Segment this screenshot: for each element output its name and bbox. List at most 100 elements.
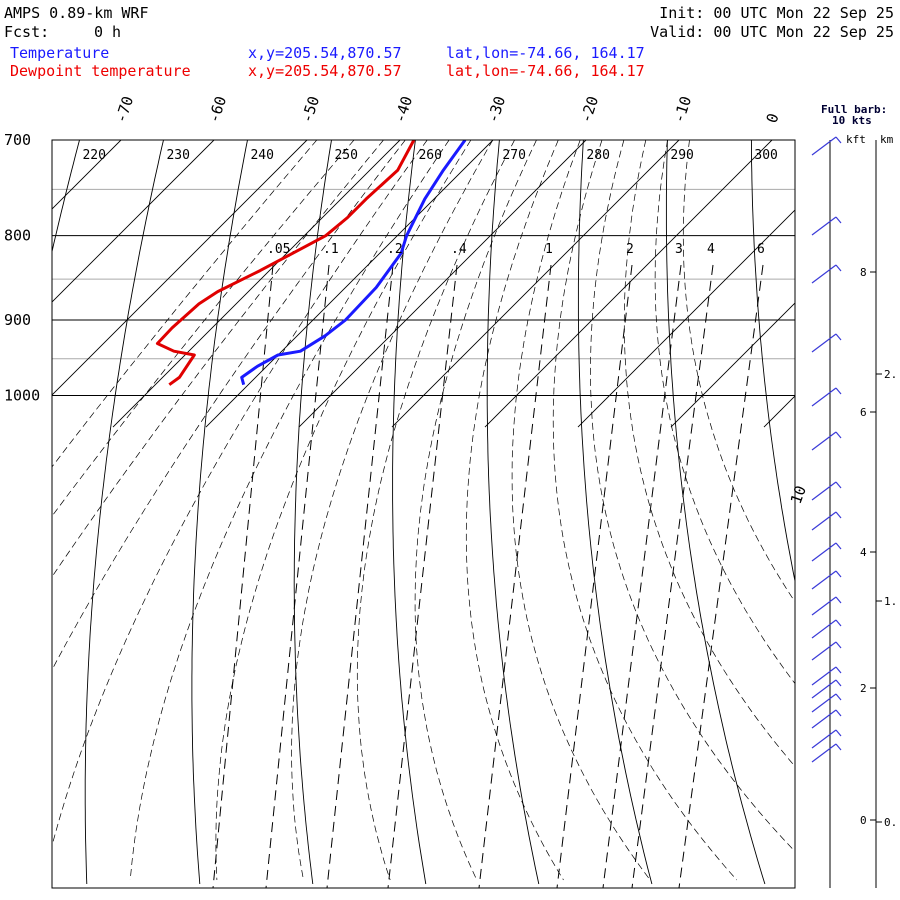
wind-barb-staff	[811, 431, 837, 451]
temperature-label: -40	[391, 94, 416, 125]
wind-barb	[811, 333, 842, 353]
plot-frame	[51, 139, 796, 889]
mixing-ratio-label: .2	[387, 242, 403, 257]
isotherm-line	[763, 395, 795, 428]
wind-barb-flag	[835, 596, 842, 604]
isotherm-line	[484, 140, 773, 428]
km-label: km	[880, 133, 894, 146]
isotherm-line	[0, 140, 28, 427]
legend-dewpoint-name: Dewpoint temperature	[10, 62, 191, 80]
dry-adiabat	[486, 140, 540, 885]
dry-adiabat	[52, 140, 80, 254]
isotherm-line	[52, 140, 122, 210]
dry-adiabat	[84, 140, 164, 885]
mixing-ratio-label: .1	[323, 242, 339, 257]
theta-label-220: 220	[82, 148, 105, 163]
mixing-ratio-label: .4	[451, 242, 467, 257]
moist-adiabat	[52, 140, 406, 671]
wind-barb-flag	[835, 619, 842, 627]
wind-barb	[811, 216, 842, 236]
legend-temperature-name: Temperature	[10, 44, 110, 62]
wind-barb	[811, 136, 842, 156]
wind-barb-flag	[835, 641, 842, 649]
kft-label: kft	[846, 133, 866, 146]
wind-barb-staff	[811, 570, 837, 590]
wind-key-line2: 10 kts	[832, 114, 872, 127]
dry-adiabat	[665, 140, 766, 885]
legend-temperature-xy: x,y=205.54,870.57	[248, 44, 402, 62]
wind-barb	[811, 641, 842, 661]
wind-barb-staff	[811, 136, 837, 156]
moist-adiabat	[52, 140, 384, 578]
wind-barb-flag	[835, 333, 842, 341]
wind-barb-flag	[835, 570, 842, 578]
km-label: 1.	[884, 595, 897, 608]
moist-adiabat	[129, 140, 450, 881]
moist-adiabat	[414, 140, 537, 881]
mixing-ratio-line	[212, 264, 274, 888]
dry-adiabat	[191, 140, 248, 885]
wind-barb	[811, 511, 842, 531]
isotherm-line	[52, 140, 308, 396]
temperature-label: -60	[205, 94, 230, 125]
moist-adiabat	[356, 140, 515, 881]
mixing-ratio-line	[678, 264, 764, 888]
wind-barb-flag	[835, 216, 842, 224]
moist-adiabat	[215, 140, 472, 881]
wind-barb-staff	[811, 619, 837, 639]
valid-time: Valid: 00 UTC Mon 22 Sep 25	[650, 23, 894, 41]
wind-barb-flag	[835, 481, 842, 489]
wind-barb-flag	[835, 679, 842, 687]
temperature-label: -70	[112, 94, 137, 125]
wind-barb-staff	[811, 216, 837, 236]
wind-barb-flag	[835, 136, 842, 144]
moist-adiabat	[590, 140, 795, 852]
moist-adiabat	[682, 140, 795, 603]
legend-temperature-latlon: lat,lon=-74.66, 164.17	[446, 44, 645, 62]
pressure-label-800: 800	[4, 227, 31, 245]
isotherm-line	[577, 209, 795, 428]
pressure-label-700: 700	[4, 131, 31, 149]
wind-barb-staff	[811, 709, 837, 729]
forecast-value: 0 h	[94, 23, 122, 41]
wind-barb-staff	[811, 666, 837, 686]
model-title: AMPS 0.89-km WRF	[4, 4, 149, 22]
dry-adiabat	[750, 140, 795, 584]
wind-barb	[811, 709, 842, 729]
isotherm-line	[298, 140, 587, 428]
km-label: 0.	[884, 816, 897, 829]
wind-barb-flag	[835, 542, 842, 550]
mixing-ratio-line	[602, 264, 682, 888]
wind-barb-staff	[811, 387, 837, 407]
plot-area	[0, 140, 795, 888]
wind-barb	[811, 596, 842, 616]
kft-label-0: 0	[860, 814, 867, 827]
wind-barb	[811, 387, 842, 407]
theta-label-260: 260	[418, 148, 441, 163]
kft-label-4: 4	[860, 546, 867, 559]
isotherm-line	[112, 140, 401, 428]
wind-barb-staff	[811, 693, 837, 713]
theta-label-230: 230	[166, 148, 189, 163]
wind-barb-staff	[811, 641, 837, 661]
temperature-label: -10	[670, 94, 695, 125]
mixing-ratio-line	[265, 264, 330, 888]
kft-label-2: 2	[860, 682, 867, 695]
km-label: 2.	[884, 368, 897, 381]
mixing-ratio-label: 1	[545, 242, 553, 257]
isotherm-line	[670, 302, 795, 428]
wind-barb-staff	[811, 596, 837, 616]
wind-barb-flag	[835, 431, 842, 439]
mixing-ratio-line	[387, 264, 458, 888]
wind-barb-staff	[811, 729, 837, 749]
moist-adiabat	[552, 140, 738, 881]
kft-label-6: 6	[860, 406, 867, 419]
wind-barb	[811, 542, 842, 562]
temperature-profile	[240, 140, 467, 386]
mixing-ratio-line	[326, 264, 394, 888]
dry-adiabat	[577, 140, 653, 885]
wind-barb-staff	[811, 511, 837, 531]
theta-label-290: 290	[670, 148, 693, 163]
wind-barb	[811, 679, 842, 699]
mixing-ratio-line	[478, 264, 552, 888]
